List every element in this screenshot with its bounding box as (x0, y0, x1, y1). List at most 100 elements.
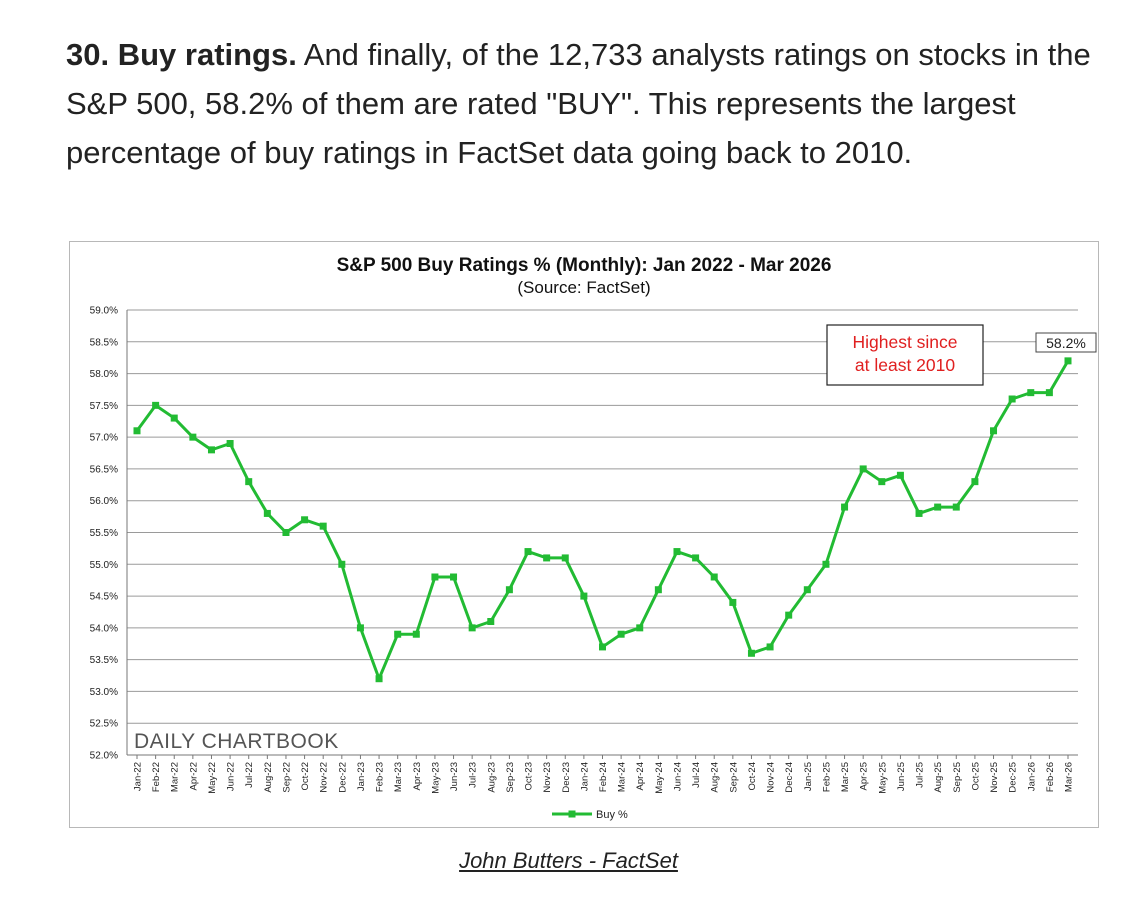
data-point (785, 611, 793, 619)
data-point (915, 509, 923, 517)
data-point (599, 643, 606, 651)
x-tick-label: Feb-25 (821, 762, 832, 792)
x-tick-label: Nov-23 (542, 762, 553, 793)
data-point (580, 592, 588, 600)
x-tick-label: Oct-23 (524, 762, 535, 791)
legend-label: Buy % (596, 809, 628, 821)
intro-text: And finally, of the 12,733 analysts rati… (66, 37, 1091, 170)
watermark-text: DAILY CHARTBOOK (134, 730, 339, 753)
x-tick-label: Jun-24 (672, 762, 683, 791)
x-tick-label: Mar-26 (1064, 762, 1075, 792)
data-point (282, 529, 290, 536)
x-tick-label: Jul-22 (244, 762, 255, 788)
y-tick-label: 53.5% (90, 655, 118, 666)
x-tick-label: Jul-25 (915, 762, 926, 788)
data-point (263, 509, 271, 517)
x-tick-label: Oct-24 (747, 762, 758, 791)
data-point (245, 478, 253, 486)
data-point (710, 573, 718, 581)
data-point (450, 573, 458, 581)
chart-panel: S&P 500 Buy Ratings % (Monthly): Jan 202… (69, 241, 1099, 828)
y-tick-label: 54.5% (90, 592, 118, 603)
credit-link[interactable]: John Butters - FactSet (459, 848, 678, 873)
data-point (859, 465, 867, 473)
x-tick-label: Sep-23 (505, 762, 516, 793)
x-tick-label: Jun-25 (896, 762, 907, 791)
data-point (878, 478, 886, 486)
y-tick-label: 55.0% (90, 560, 118, 571)
x-tick-label: Nov-22 (319, 762, 330, 793)
legend-marker (568, 810, 576, 818)
y-tick-label: 52.5% (90, 719, 118, 730)
x-tick-label: Apr-23 (412, 762, 423, 791)
x-tick-label: Nov-24 (766, 762, 777, 793)
y-tick-label: 57.0% (90, 433, 118, 444)
data-point (189, 433, 197, 441)
data-point (431, 573, 439, 581)
x-tick-label: Jul-24 (691, 762, 702, 788)
data-point (505, 586, 513, 594)
x-tick-label: Apr-24 (635, 762, 646, 791)
y-tick-label: 58.0% (90, 369, 118, 380)
intro-paragraph: 30. Buy ratings. And finally, of the 12,… (66, 30, 1116, 177)
data-point (729, 598, 737, 606)
data-point (375, 675, 383, 683)
data-point (356, 624, 364, 632)
x-tick-label: Jan-25 (803, 762, 814, 791)
y-tick-label: 54.0% (90, 623, 118, 634)
data-point (394, 630, 402, 638)
y-tick-label: 59.0% (90, 306, 118, 317)
data-point (207, 446, 215, 454)
x-tick-label: Dec-23 (561, 762, 572, 793)
x-tick-label: Dec-24 (784, 762, 795, 793)
x-tick-label: Mar-25 (840, 762, 851, 792)
series-line-buy (135, 360, 1070, 681)
x-tick-label: Dec-22 (337, 762, 348, 793)
annotation-box (826, 324, 984, 386)
line-chart: S&P 500 Buy Ratings % (Monthly): Jan 202… (90, 255, 1097, 821)
data-point (170, 414, 178, 422)
x-tick-label: Mar-22 (170, 762, 181, 792)
data-point (766, 643, 774, 651)
x-tick-label: Nov-25 (989, 762, 1000, 793)
x-tick-label: Feb-24 (598, 762, 609, 792)
intro-bold-lead: 30. Buy ratings. (66, 37, 297, 72)
x-tick-label: Dec-25 (1008, 762, 1019, 793)
data-point (654, 586, 662, 594)
x-tick-label: Jan-26 (1026, 762, 1037, 791)
data-point (1045, 389, 1053, 397)
chart-subtitle: (Source: FactSet) (517, 278, 650, 297)
x-tick-label: May-24 (654, 762, 665, 794)
x-tick-label: Oct-25 (970, 762, 981, 791)
data-point (617, 630, 625, 638)
x-tick-label: Jan-22 (133, 762, 144, 791)
data-point (226, 440, 234, 447)
data-point (319, 522, 327, 530)
annotation-text-line1: Highest since (852, 332, 957, 352)
data-point (822, 560, 830, 568)
x-tick-label: Feb-23 (375, 762, 386, 792)
x-tick-label: Aug-25 (933, 762, 944, 793)
data-point (841, 503, 849, 511)
last-value-box (1035, 332, 1097, 353)
y-tick-label: 56.0% (90, 496, 118, 507)
x-tick-label: Sep-22 (281, 762, 292, 793)
x-tick-label: Feb-26 (1045, 762, 1056, 792)
y-tick-label: 57.5% (90, 401, 118, 412)
y-tick-label: 55.5% (90, 528, 118, 539)
data-point (338, 560, 346, 568)
x-tick-label: Mar-24 (617, 762, 628, 792)
x-tick-label: Mar-23 (393, 762, 404, 792)
x-tick-label: May-22 (207, 762, 218, 794)
data-point (524, 548, 532, 556)
chart-title: S&P 500 Buy Ratings % (Monthly): Jan 202… (337, 255, 832, 276)
x-tick-label: Aug-24 (710, 762, 721, 793)
x-tick-label: Aug-23 (486, 762, 497, 793)
data-point (468, 624, 476, 632)
data-point (803, 586, 811, 594)
data-point (636, 624, 644, 632)
data-point (301, 516, 309, 524)
x-tick-label: Jan-24 (579, 762, 590, 791)
y-tick-label: 58.5% (90, 337, 118, 348)
x-tick-label: Jul-23 (468, 762, 479, 788)
